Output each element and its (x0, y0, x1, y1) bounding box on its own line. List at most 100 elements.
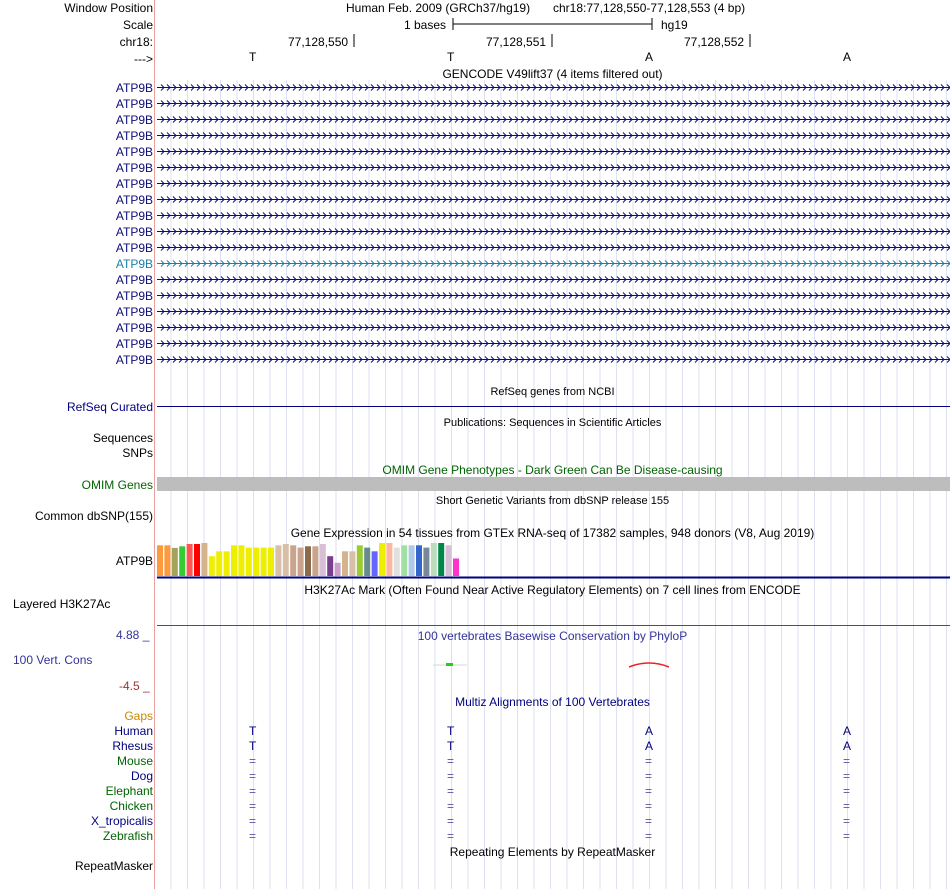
gencode-item-label[interactable]: ATP9B (115, 321, 153, 335)
gtex-bar (371, 551, 378, 577)
gtex-bar (157, 545, 163, 576)
refseq-track-title[interactable]: RefSeq genes from NCBI (490, 386, 615, 398)
scale-label: Scale (122, 18, 153, 32)
multiz-track-title[interactable]: Multiz Alignments of 100 Vertebrates (455, 695, 650, 709)
assembly-text: Human Feb. 2009 (GRCh37/hg19) (346, 1, 531, 15)
alignment-base: = (645, 784, 653, 798)
gtex-bar (356, 545, 363, 576)
alignment-base: = (447, 754, 455, 768)
gtex-bars[interactable] (157, 541, 950, 579)
gencode-item-label[interactable]: ATP9B (115, 209, 153, 223)
species-label[interactable]: Zebrafish (102, 829, 153, 843)
gencode-track-title[interactable]: GENCODE V49lift37 (4 items filtered out) (442, 67, 663, 81)
gtex-bar (253, 547, 260, 576)
omim-feature[interactable] (157, 477, 950, 491)
gencode-item-label[interactable]: ATP9B (115, 225, 153, 239)
alignment-base: = (645, 769, 653, 783)
dbsnp-track-title[interactable]: Short Genetic Variants from dbSNP releas… (435, 495, 670, 507)
gencode-item-label[interactable]: ATP9B (115, 193, 153, 207)
alignment-base: = (843, 754, 851, 768)
base-3: A (645, 50, 654, 64)
species-label[interactable]: X_tropicalis (90, 814, 153, 828)
publications-track-title[interactable]: Publications: Sequences in Scientific Ar… (443, 417, 662, 429)
gencode-item-label[interactable]: ATP9B (115, 97, 153, 111)
gencode-item-label[interactable]: ATP9B (115, 177, 153, 191)
phylop-track-title[interactable]: 100 vertebrates Basewise Conservation by… (417, 629, 688, 643)
alignment-base: = (645, 799, 653, 813)
strand-arrows (160, 324, 950, 331)
dbsnp-label[interactable]: Common dbSNP(155) (34, 509, 153, 523)
gtex-bar (401, 545, 408, 576)
gencode-item-label[interactable]: ATP9B (115, 145, 153, 159)
gtex-bar (349, 551, 356, 577)
gencode-item-label[interactable]: ATP9B (115, 337, 153, 351)
gtex-bar (231, 545, 237, 576)
gencode-item-label[interactable]: ATP9B (115, 257, 153, 271)
multiz-gaps-label[interactable]: Gaps (124, 709, 153, 723)
alignment-base: = (843, 799, 851, 813)
publications-sequences-label[interactable]: Sequences (92, 431, 153, 445)
gencode-item-label[interactable]: ATP9B (115, 81, 153, 95)
base-4: A (843, 50, 852, 64)
phylop-max: 4.88 _ (116, 628, 150, 642)
repeatmasker-track-title[interactable]: Repeating Elements by RepeatMasker (449, 845, 656, 859)
gtex-bar (364, 547, 371, 576)
gencode-item-label[interactable]: ATP9B (115, 129, 153, 143)
gtex-track-title[interactable]: Gene Expression in 54 tissues from GTEx … (290, 526, 815, 540)
gencode-item-label[interactable]: ATP9B (115, 305, 153, 319)
species-label[interactable]: Rhesus (112, 739, 153, 753)
gencode-item-label[interactable]: ATP9B (115, 161, 153, 175)
chrom-label: chr18: (119, 35, 153, 49)
refseq-label[interactable]: RefSeq Curated (66, 400, 153, 414)
gtex-bar (312, 546, 319, 576)
alignment-base: = (843, 769, 851, 783)
h3k27ac-label[interactable]: Layered H3K27Ac (13, 597, 111, 611)
species-label[interactable]: Human (114, 724, 153, 738)
alignment-base: A (645, 739, 654, 753)
gencode-item-label[interactable]: ATP9B (115, 289, 153, 303)
omim-track-title[interactable]: OMIM Gene Phenotypes - Dark Green Can Be… (382, 463, 723, 477)
alignment-base: = (645, 754, 653, 768)
strand-label: ---> (134, 52, 153, 66)
db-text: hg19 (661, 18, 688, 32)
coord-3: 77,128,552 (684, 35, 745, 49)
gtex-bar (216, 551, 223, 577)
strand-arrows (160, 116, 950, 123)
h3k27ac-track-title[interactable]: H3K27Ac Mark (Often Found Near Active Re… (304, 583, 801, 597)
gtex-bar (386, 543, 393, 576)
alignment-base: = (843, 814, 851, 828)
gtex-bar (208, 556, 215, 576)
position-text[interactable]: chr18:77,128,550-77,128,553 (4 bp) (553, 1, 746, 15)
gencode-item-label[interactable]: ATP9B (115, 273, 153, 287)
gencode-item-label[interactable]: ATP9B (115, 241, 153, 255)
alignment-base: = (843, 829, 851, 843)
gtex-label[interactable]: ATP9B (115, 554, 153, 568)
gencode-item-label[interactable]: ATP9B (115, 113, 153, 127)
window-position-label: Window Position (64, 1, 153, 15)
phylop-label[interactable]: 100 Vert. Cons (13, 653, 93, 667)
strand-arrows (160, 196, 950, 203)
refseq-gene-line[interactable] (157, 406, 950, 407)
omim-label[interactable]: OMIM Genes (81, 478, 153, 492)
repeatmasker-label[interactable]: RepeatMasker (74, 859, 153, 873)
coord-2: 77,128,551 (486, 35, 547, 49)
gtex-bar (238, 545, 245, 576)
alignment-base: A (843, 739, 852, 753)
species-label[interactable]: Chicken (109, 799, 153, 813)
alignment-base: = (249, 814, 257, 828)
alignment-base: = (447, 814, 455, 828)
gencode-item-label[interactable]: ATP9B (115, 353, 153, 367)
publications-snps-label[interactable]: SNPs (122, 446, 153, 460)
species-label[interactable]: Mouse (116, 754, 153, 768)
coord-ticks (353, 34, 751, 47)
gtex-bar (445, 545, 452, 576)
species-label[interactable]: Dog (130, 769, 153, 783)
gencode-transcripts[interactable] (157, 80, 950, 384)
phylop-graph[interactable] (157, 655, 950, 675)
alignment-base: = (249, 784, 257, 798)
strand-arrows (160, 212, 950, 219)
alignment-base: = (645, 829, 653, 843)
species-label[interactable]: Elephant (105, 784, 153, 798)
gtex-bar (201, 543, 208, 576)
gtex-bar (327, 556, 334, 576)
